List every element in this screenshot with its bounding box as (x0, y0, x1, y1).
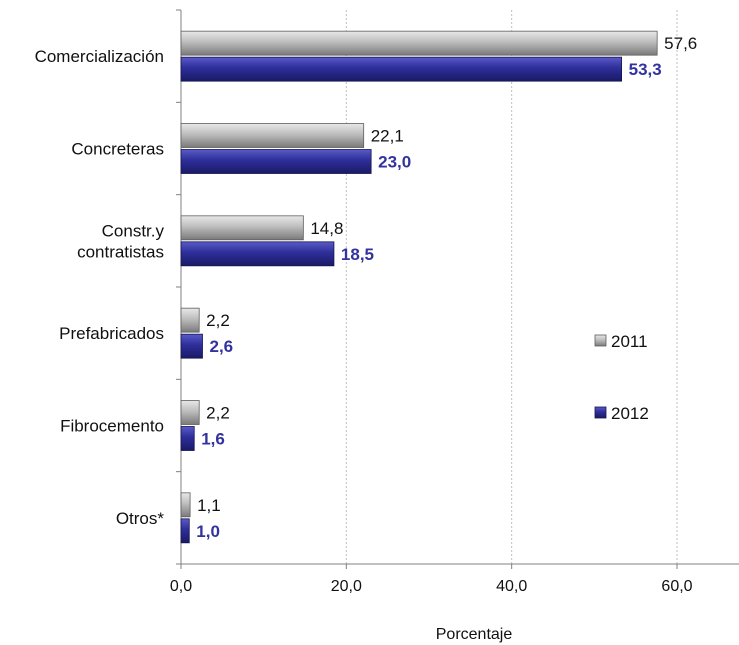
data-labels: 57,653,3 22,1 23,0 14,8 18,5 2,2 2,6 2,2 1,6 1,1 1… (196, 34, 697, 541)
legend-swatch-2011 (594, 334, 607, 347)
data-label-2011: 57,6 (664, 34, 697, 53)
x-axis-title: Porcentaje (436, 626, 513, 643)
data-label-2011: 2,2 (206, 311, 230, 330)
data-label-2011: 1,1 (197, 496, 221, 515)
category-label: Fibrocemento (60, 417, 164, 436)
data-label-2011: 22,1 (371, 127, 404, 146)
category-label: Otros* (116, 509, 165, 528)
bar-2011 (180, 123, 365, 148)
bar-2011 (180, 492, 191, 518)
category-label: contratistas (77, 242, 164, 261)
data-label-2011: 2,2 (206, 404, 230, 423)
bar-2012 (180, 56, 623, 82)
bars (180, 30, 658, 544)
data-label-2012: 53,3 (629, 60, 662, 79)
bar-2011 (180, 400, 200, 425)
bar-2012 (180, 333, 203, 359)
axes (176, 9, 739, 569)
bar-2012 (180, 241, 335, 267)
bar-2012 (180, 149, 372, 174)
data-label-2011: 14,8 (310, 219, 343, 238)
category-label: Constr.y (102, 221, 165, 240)
x-tick-labels: 0,0 20,0 40,0 60,0 (170, 578, 693, 595)
bar-2011 (180, 30, 658, 56)
category-label: Concreteras (71, 140, 164, 159)
category-label: Prefabricados (59, 324, 164, 343)
legend-label-2011: 2011 (611, 332, 648, 351)
category-labels: Comercialización Concreteras Constr.y contr… (35, 47, 165, 528)
category-label: Comercialización (35, 47, 164, 66)
bar-2011 (180, 215, 304, 241)
data-label-2012: 18,5 (341, 245, 374, 264)
x-tick-label: 40,0 (496, 578, 527, 595)
x-tick-label: 0,0 (170, 578, 192, 595)
legend-swatch-2012 (594, 406, 607, 419)
bar-2011 (180, 307, 200, 333)
data-label-2012: 23,0 (378, 153, 411, 172)
grid-lines (345, 10, 678, 564)
data-label-2012: 1,6 (201, 430, 225, 449)
x-tick-label: 60,0 (661, 578, 692, 595)
legend: 2011 2012 (594, 332, 649, 423)
bar-2012 (180, 426, 195, 451)
data-label-2012: 1,0 (196, 522, 220, 541)
bar-2012 (180, 518, 190, 544)
data-label-2012: 2,6 (209, 337, 233, 356)
legend-label-2012: 2012 (611, 404, 649, 423)
x-tick-label: 20,0 (331, 578, 362, 595)
